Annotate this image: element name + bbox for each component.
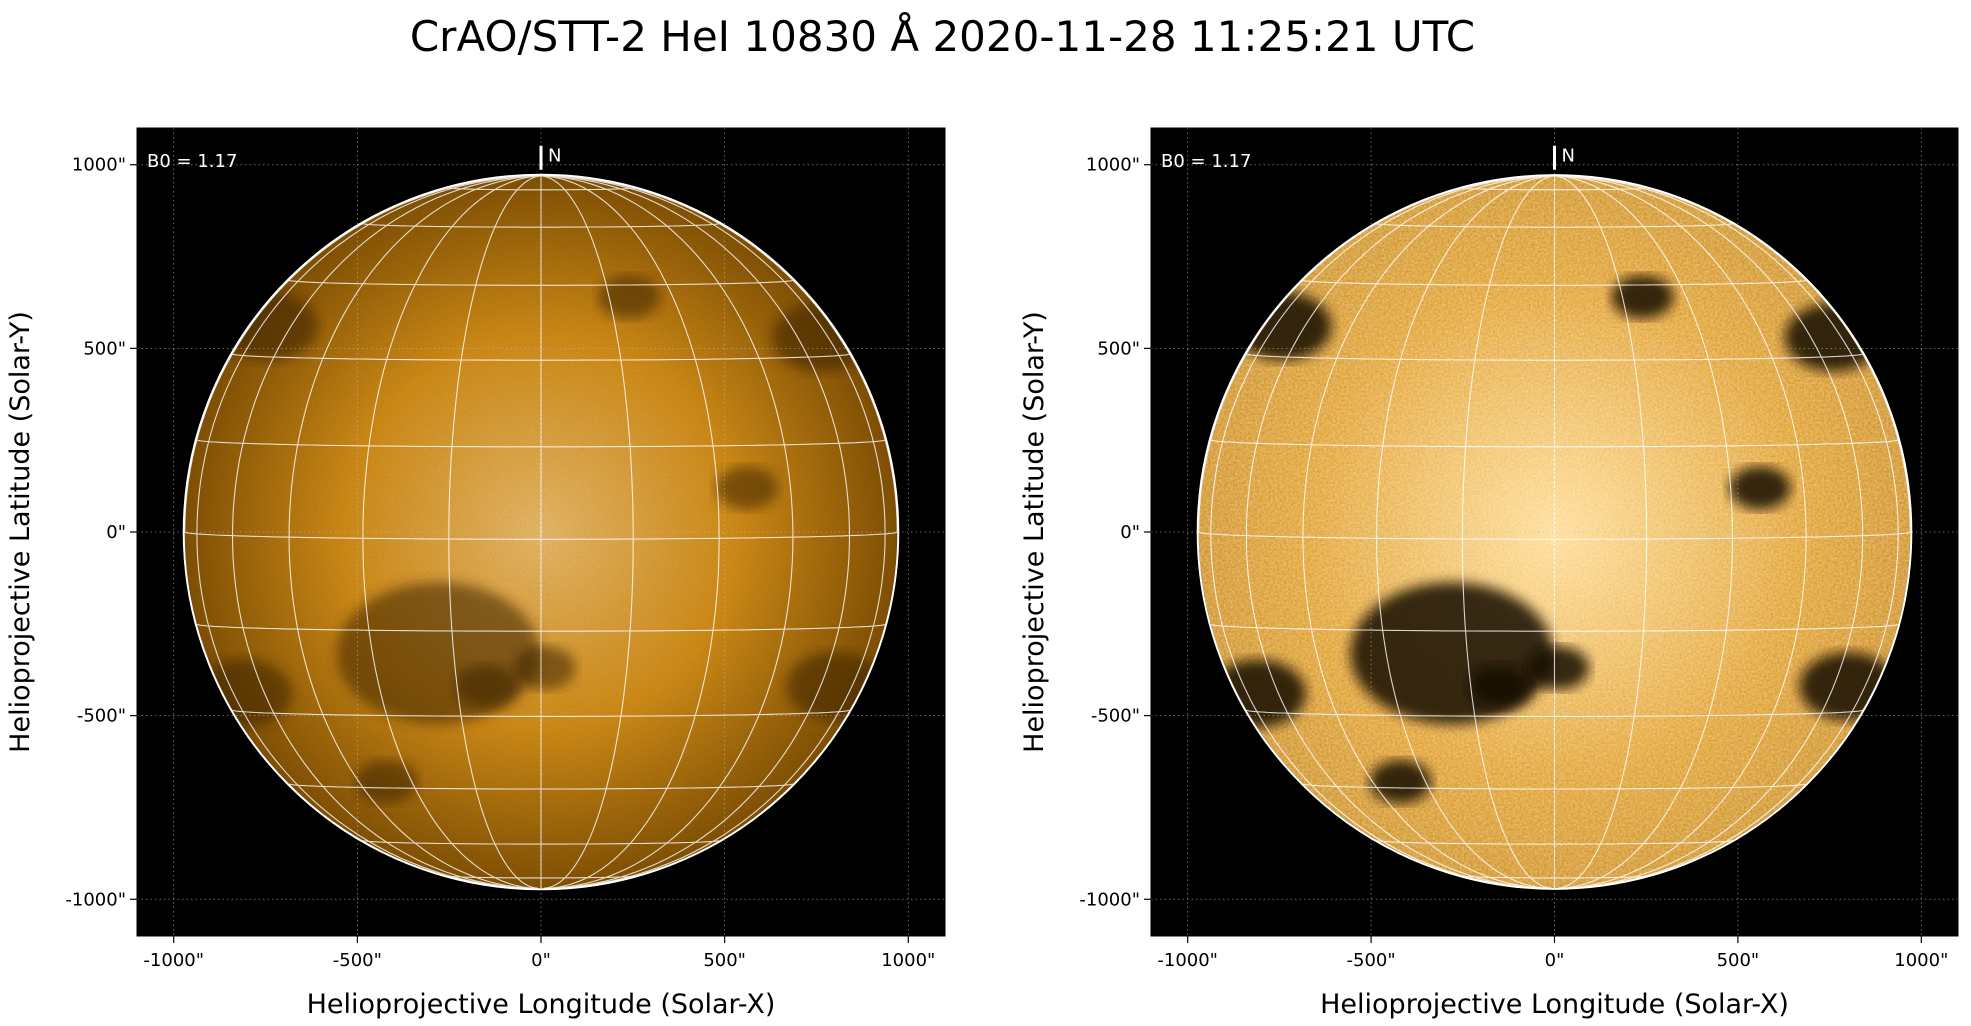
x-tick-label: 0": [531, 950, 551, 971]
longitude-line: [540, 175, 634, 889]
longitude-line: [1554, 175, 1899, 887]
heliographic-grid: [1198, 175, 1911, 889]
longitude-line: [1210, 175, 1555, 887]
x-axis-label: Helioprojective Longitude (Solar-X): [307, 989, 776, 1020]
panel-right: N B0 = 1.17 -1000" -500" 0" 500" 1000" 1000" 500…: [1019, 127, 1959, 1020]
filament-complex: [1350, 582, 1554, 725]
filament-complex: [336, 582, 540, 725]
dark-spot-north: [598, 275, 660, 319]
dark-features: [195, 275, 884, 804]
longitude-line: [196, 175, 542, 887]
longitude-line: [540, 175, 794, 889]
longitude-line: [1554, 175, 1807, 889]
y-axis-label: Helioprojective Latitude (Solar-Y): [5, 311, 36, 753]
longitude-line: [1461, 175, 1555, 889]
b0-label: B0 = 1.17: [1161, 151, 1251, 172]
filament-central: [513, 646, 576, 690]
longitude-line: [540, 175, 851, 889]
x-tick-label: 500": [1717, 950, 1760, 971]
filament-southwest: [455, 664, 517, 708]
longitude-line: [540, 175, 898, 533]
longitude-line: [288, 175, 542, 889]
dark-spot-south: [1369, 760, 1432, 804]
heliographic-grid: [184, 175, 898, 889]
panel-left: N B0 = 1.17 -1000" -500" 0" 500" 1000" 1000" 500…: [5, 127, 946, 1020]
x-axis-label: Helioprojective Longitude (Solar-X): [1320, 989, 1789, 1020]
dark-spot-west: [715, 466, 778, 510]
b0-label: B0 = 1.17: [147, 151, 237, 172]
y-axis-label: Helioprojective Latitude (Solar-Y): [1019, 311, 1050, 753]
north-label: N: [1562, 146, 1575, 167]
x-tick-label: 500": [703, 950, 746, 971]
north-label: N: [548, 146, 561, 167]
dark-spot-north: [1611, 275, 1674, 319]
y-tick-label: 0": [1120, 522, 1140, 543]
filament-central: [1527, 646, 1589, 690]
y-tick-label: 0": [106, 522, 126, 543]
y-tick-label: -500": [77, 706, 126, 727]
x-tick-label: 1000": [1894, 950, 1948, 971]
y-tick-label: 500": [1097, 338, 1140, 359]
y-tick-label: -1000": [1079, 889, 1140, 910]
x-tick-label: -1000": [143, 950, 204, 971]
dark-spot-south: [355, 760, 418, 804]
longitude-line: [448, 175, 542, 889]
x-tick-label: -1000": [1157, 950, 1218, 971]
longitude-line: [540, 175, 720, 889]
x-tick-label: 0": [1545, 950, 1565, 971]
y-tick-label: -1000": [65, 889, 126, 910]
x-tick-label: -500": [333, 950, 382, 971]
figure-title: CrAO/STT-2 HeI 10830 Å 2020-11-28 11:25:…: [409, 12, 1476, 61]
longitude-line: [184, 175, 542, 533]
y-tick-label: 1000": [1086, 155, 1140, 176]
longitude-line: [1302, 175, 1555, 889]
y-tick-label: 500": [83, 338, 126, 359]
longitude-line: [540, 175, 886, 887]
filament-southwest: [1468, 664, 1531, 708]
y-tick-label: -500": [1091, 706, 1140, 727]
y-tick-label: 1000": [72, 155, 126, 176]
longitude-line: [1554, 175, 1648, 889]
longitude-line: [231, 175, 542, 889]
x-tick-label: 1000": [881, 950, 935, 971]
longitude-line: [1554, 175, 1864, 889]
longitude-line: [1245, 175, 1555, 889]
dark-spot-west: [1729, 466, 1791, 510]
x-tick-label: -500": [1347, 950, 1396, 971]
